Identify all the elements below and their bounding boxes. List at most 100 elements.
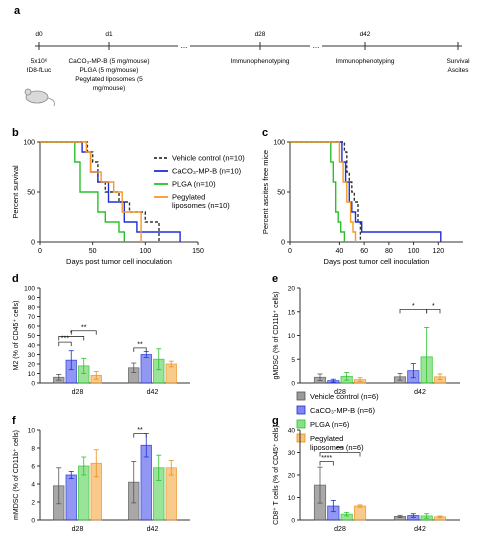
x-tick-label: 100 bbox=[408, 248, 420, 255]
panel-label: f bbox=[12, 415, 16, 427]
survival-chart: b 0 50 100 0 50 100 150 Days post tumor cell ino… bbox=[11, 127, 204, 266]
x-category-label: d42 bbox=[414, 389, 426, 396]
timeline-ellipsis: ... bbox=[181, 41, 188, 50]
y-axis-label: CD8⁺ T cells (% of CD45⁺ cells) bbox=[273, 425, 280, 525]
legend-label: Vehicle control (n=10) bbox=[172, 154, 245, 163]
y-tick-label: 10 bbox=[28, 428, 36, 435]
y-tick-label: 10 bbox=[28, 371, 36, 378]
y-axis-label: M2 (% of CD45⁺ cells) bbox=[13, 301, 20, 371]
mouse-tail bbox=[47, 97, 55, 107]
timeline-event-text: mg/mouse) bbox=[93, 85, 126, 92]
x-category-label: d28 bbox=[334, 389, 346, 396]
y-tick-label: 15 bbox=[288, 309, 296, 316]
significance-label: *** bbox=[61, 336, 69, 343]
survival-series-line bbox=[290, 141, 362, 242]
bar bbox=[65, 474, 77, 521]
x-category-label: d42 bbox=[147, 389, 159, 396]
significance-bracket bbox=[399, 308, 428, 314]
legend-label: Pegylated bbox=[172, 193, 205, 202]
m2-bar-chart: d 0 10 20 30 40 50 60 70 80 90 100 M2 (% of CD45⁺ ce… bbox=[12, 273, 190, 396]
bar-legend: Vehicle control (n=6) CaCO₃-MP-B (n=6) PLG… bbox=[296, 391, 379, 452]
y-tick-label: 40 bbox=[28, 343, 36, 350]
y-tick-label: 10 bbox=[288, 333, 296, 340]
significance-bracket bbox=[133, 347, 147, 352]
y-tick-label: 100 bbox=[24, 286, 35, 293]
bar bbox=[165, 467, 177, 521]
x-tick-label: 0 bbox=[288, 248, 292, 255]
y-tick-label: 0 bbox=[31, 518, 35, 525]
panel-label: b bbox=[12, 127, 19, 139]
legend-label: Pegylated bbox=[310, 434, 343, 443]
significance-label: **** bbox=[321, 455, 332, 462]
significance-label: * bbox=[432, 303, 435, 310]
y-tick-label: 0 bbox=[281, 240, 285, 247]
significance-label: ** bbox=[137, 427, 143, 434]
y-tick-label: 6 bbox=[31, 464, 35, 471]
y-tick-label: 70 bbox=[28, 314, 36, 321]
x-category-label: d28 bbox=[72, 389, 84, 396]
legend-swatch bbox=[296, 391, 306, 401]
significance-label: * bbox=[412, 303, 415, 310]
timeline-day-label: d42 bbox=[360, 31, 371, 38]
panel-label: d bbox=[12, 273, 19, 285]
x-tick-label: 60 bbox=[360, 248, 368, 255]
legend-label: Vehicle control (n=6) bbox=[310, 392, 379, 401]
significance-bracket bbox=[58, 336, 85, 341]
timeline-event-text: Immunophenotyping bbox=[336, 58, 395, 65]
legend-label: PLGA (n=10) bbox=[172, 180, 216, 189]
y-tick-label: 8 bbox=[31, 446, 35, 453]
x-tick-label: 100 bbox=[139, 248, 151, 255]
y-axis-label: Percent survival bbox=[11, 165, 20, 219]
y-tick-label: 50 bbox=[28, 333, 36, 340]
significance-bracket bbox=[426, 308, 441, 314]
mouse-ear bbox=[24, 88, 32, 96]
legend-label: CaCO₃-MP-B (n=10) bbox=[172, 167, 242, 176]
mouse-body bbox=[25, 90, 49, 104]
y-tick-label: 0 bbox=[31, 381, 35, 388]
y-tick-label: 80 bbox=[28, 305, 36, 312]
significance-label: ** bbox=[81, 324, 87, 331]
x-tick-label: 0 bbox=[38, 248, 42, 255]
cd8-bar-chart: g 0 10 20 30 40 CD8⁺ T cells (% of CD45⁺ cells… bbox=[272, 415, 460, 533]
significance-label: ** bbox=[137, 341, 143, 348]
timeline-event-text: 5x10⁶ bbox=[31, 58, 48, 65]
survival-series-line bbox=[290, 141, 346, 242]
survival-legend: Vehicle control (n=10) CaCO₃-MP-B (n=10) P… bbox=[154, 154, 245, 210]
y-tick-label: 0 bbox=[291, 518, 295, 525]
timeline-event-text: Immunophenotyping bbox=[231, 58, 290, 65]
y-axis-label: gMDSC (% of CD11b⁺ cells) bbox=[273, 292, 280, 380]
panel-label-a: a bbox=[14, 5, 21, 17]
x-category-label: d42 bbox=[414, 526, 426, 533]
mmdsc-bar-chart: f 0 2 4 6 8 10 mMDSC (% of CD11b⁺ cells) d28 d42 *… bbox=[12, 415, 190, 533]
y-tick-label: 30 bbox=[28, 352, 36, 359]
y-tick-label: 90 bbox=[28, 295, 36, 302]
legend-label: CaCO₃-MP-B (n=6) bbox=[310, 406, 375, 415]
y-tick-label: 50 bbox=[277, 190, 285, 197]
timeline-event-text: ID8-fLuc bbox=[27, 67, 52, 74]
x-tick-label: 50 bbox=[89, 248, 97, 255]
y-tick-label: 0 bbox=[291, 381, 295, 388]
survival-series-line bbox=[290, 141, 442, 242]
significance-bracket bbox=[319, 452, 361, 457]
y-tick-label: 50 bbox=[27, 190, 35, 197]
timeline-day-label: d28 bbox=[255, 31, 266, 38]
y-tick-label: 20 bbox=[288, 286, 296, 293]
significance-bracket bbox=[319, 461, 334, 466]
timeline-ellipsis: ... bbox=[313, 41, 320, 50]
y-tick-label: 20 bbox=[288, 473, 296, 480]
significance-bracket bbox=[70, 330, 97, 335]
legend-swatch bbox=[296, 433, 306, 443]
y-tick-label: 60 bbox=[28, 324, 36, 331]
survival-series-line bbox=[290, 141, 357, 242]
significance-label: *** bbox=[336, 446, 344, 453]
timeline-day-label: d1 bbox=[105, 31, 113, 38]
y-tick-label: 2 bbox=[31, 500, 35, 507]
timeline-event-text: Pegylated liposomes (5 bbox=[75, 76, 143, 83]
y-tick-label: 40 bbox=[288, 428, 296, 435]
significance-bracket bbox=[133, 433, 147, 438]
y-tick-label: 100 bbox=[273, 140, 285, 147]
y-tick-label: 5 bbox=[291, 357, 295, 364]
panel-label: e bbox=[272, 273, 278, 285]
x-tick-label: 80 bbox=[385, 248, 393, 255]
